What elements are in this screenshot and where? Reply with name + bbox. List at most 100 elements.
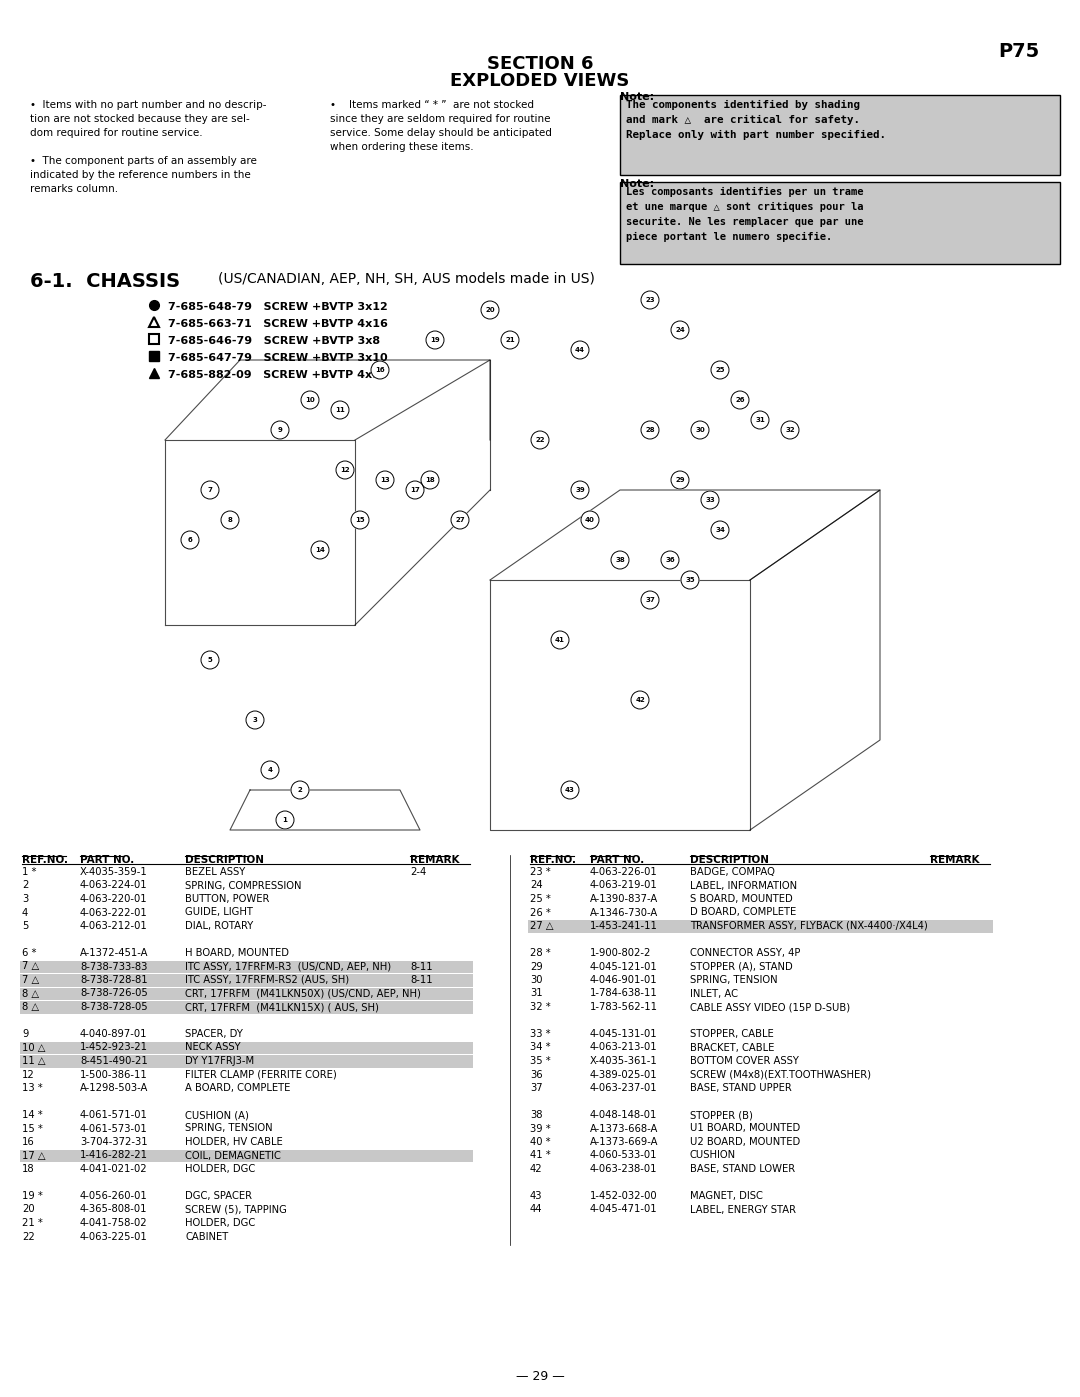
Text: 19 *: 19 * <box>22 1192 43 1201</box>
Text: 29: 29 <box>675 476 685 483</box>
Text: A-1346-730-A: A-1346-730-A <box>590 908 658 918</box>
Text: CONNECTOR ASSY, 4P: CONNECTOR ASSY, 4P <box>690 949 800 958</box>
Text: 14: 14 <box>315 548 325 553</box>
Text: 8-738-726-05: 8-738-726-05 <box>80 989 148 999</box>
Text: SPACER, DY: SPACER, DY <box>185 1030 243 1039</box>
Text: CABLE ASSY VIDEO (15P D-SUB): CABLE ASSY VIDEO (15P D-SUB) <box>690 1002 850 1011</box>
Text: BEZEL ASSY: BEZEL ASSY <box>185 868 245 877</box>
Text: 40: 40 <box>585 517 595 522</box>
Text: 13: 13 <box>380 476 390 483</box>
Text: 32 *: 32 * <box>530 1002 551 1011</box>
Circle shape <box>376 471 394 489</box>
Text: TRANSFORMER ASSY, FLYBACK (NX-4400·/X4L4): TRANSFORMER ASSY, FLYBACK (NX-4400·/X4L4… <box>690 921 928 930</box>
Text: 1-452-923-21: 1-452-923-21 <box>80 1042 148 1052</box>
Circle shape <box>481 300 499 319</box>
Text: 4-063-213-01: 4-063-213-01 <box>590 1042 658 1052</box>
Text: 4-063-220-01: 4-063-220-01 <box>80 894 148 904</box>
Text: 35: 35 <box>685 577 694 583</box>
Text: ITC ASSY, 17FRFM-R3  (US/CND, AEP, NH): ITC ASSY, 17FRFM-R3 (US/CND, AEP, NH) <box>185 961 391 971</box>
Circle shape <box>291 781 309 799</box>
Circle shape <box>330 401 349 419</box>
Text: 19: 19 <box>430 337 440 344</box>
Text: A-1373-669-A: A-1373-669-A <box>590 1137 659 1147</box>
Text: 1-416-282-21: 1-416-282-21 <box>80 1151 148 1161</box>
Circle shape <box>661 550 679 569</box>
Circle shape <box>181 531 199 549</box>
Text: 44: 44 <box>530 1204 542 1214</box>
Text: 4-063-237-01: 4-063-237-01 <box>590 1083 658 1092</box>
Text: 4-063-225-01: 4-063-225-01 <box>80 1232 148 1242</box>
Text: DESCRIPTION: DESCRIPTION <box>185 855 264 865</box>
Text: D BOARD, COMPLETE: D BOARD, COMPLETE <box>690 908 796 918</box>
Text: DIAL, ROTARY: DIAL, ROTARY <box>185 921 253 930</box>
Circle shape <box>276 812 294 828</box>
Text: 35 *: 35 * <box>530 1056 551 1066</box>
Text: X-4035-359-1: X-4035-359-1 <box>80 868 148 877</box>
Text: SECTION 6: SECTION 6 <box>487 54 593 73</box>
Circle shape <box>406 481 424 499</box>
Text: 38: 38 <box>616 557 625 563</box>
Text: 8-451-490-21: 8-451-490-21 <box>80 1056 148 1066</box>
Text: HOLDER, DGC: HOLDER, DGC <box>185 1218 255 1228</box>
Text: 4-040-897-01: 4-040-897-01 <box>80 1030 148 1039</box>
Text: REMARK: REMARK <box>410 855 459 865</box>
Text: BASE, STAND UPPER: BASE, STAND UPPER <box>690 1083 792 1092</box>
Text: 18: 18 <box>426 476 435 483</box>
Circle shape <box>501 331 519 349</box>
Circle shape <box>671 321 689 339</box>
Text: REF.NO.: REF.NO. <box>530 855 576 865</box>
Text: X-4035-361-1: X-4035-361-1 <box>590 1056 658 1066</box>
Text: MAGNET, DISC: MAGNET, DISC <box>690 1192 762 1201</box>
Text: GUIDE, LIGHT: GUIDE, LIGHT <box>185 908 253 918</box>
Circle shape <box>421 471 438 489</box>
Text: 43: 43 <box>565 787 575 793</box>
Text: 42: 42 <box>635 697 645 703</box>
Text: ITC ASSY, 17FRFM-RS2 (AUS, SH): ITC ASSY, 17FRFM-RS2 (AUS, SH) <box>185 975 349 985</box>
Text: DGC, SPACER: DGC, SPACER <box>185 1192 252 1201</box>
Text: 4-045-471-01: 4-045-471-01 <box>590 1204 658 1214</box>
Text: 15: 15 <box>355 517 365 522</box>
Text: 7 △: 7 △ <box>22 961 39 971</box>
Text: STOPPER (A), STAND: STOPPER (A), STAND <box>690 961 793 971</box>
Text: EXPLODED VIEWS: EXPLODED VIEWS <box>450 73 630 89</box>
Text: 1-500-386-11: 1-500-386-11 <box>80 1070 148 1080</box>
Text: 16: 16 <box>375 367 384 373</box>
Text: 31: 31 <box>530 989 542 999</box>
Circle shape <box>781 420 799 439</box>
Circle shape <box>751 411 769 429</box>
Text: 1-783-562-11: 1-783-562-11 <box>590 1002 658 1011</box>
Bar <box>21 961 473 972</box>
Text: 24: 24 <box>530 880 542 890</box>
Text: 4-041-758-02: 4-041-758-02 <box>80 1218 148 1228</box>
Text: 3: 3 <box>22 894 28 904</box>
Text: 3: 3 <box>253 717 257 724</box>
Text: 15 *: 15 * <box>22 1123 43 1133</box>
Circle shape <box>681 571 699 590</box>
Text: STOPPER (B): STOPPER (B) <box>690 1111 753 1120</box>
Text: SPRING, TENSION: SPRING, TENSION <box>185 1123 272 1133</box>
Text: 4-060-533-01: 4-060-533-01 <box>590 1151 658 1161</box>
Circle shape <box>201 481 219 499</box>
Text: 29: 29 <box>530 961 543 971</box>
Text: 36: 36 <box>665 557 675 563</box>
Text: Note:: Note: <box>620 179 654 189</box>
Text: DESCRIPTION: DESCRIPTION <box>690 855 769 865</box>
Text: 4-063-224-01: 4-063-224-01 <box>80 880 148 890</box>
Text: FILTER CLAMP (FERRITE CORE): FILTER CLAMP (FERRITE CORE) <box>185 1070 337 1080</box>
Text: 26: 26 <box>735 397 745 402</box>
Text: 4-045-121-01: 4-045-121-01 <box>590 961 658 971</box>
Text: 20: 20 <box>485 307 495 313</box>
Text: 6-1.  CHASSIS: 6-1. CHASSIS <box>30 272 180 291</box>
Circle shape <box>642 291 659 309</box>
Text: 4-063-212-01: 4-063-212-01 <box>80 921 148 930</box>
Text: Note:: Note: <box>620 92 654 102</box>
Text: 8-11: 8-11 <box>410 961 433 971</box>
Text: 28 *: 28 * <box>530 949 551 958</box>
Circle shape <box>571 341 589 359</box>
Text: U2 BOARD, MOUNTED: U2 BOARD, MOUNTED <box>690 1137 800 1147</box>
Text: 8-738-728-05: 8-738-728-05 <box>80 1002 148 1011</box>
Text: 28: 28 <box>645 427 654 433</box>
Circle shape <box>261 761 279 780</box>
Circle shape <box>611 550 629 569</box>
Text: 17: 17 <box>410 488 420 493</box>
